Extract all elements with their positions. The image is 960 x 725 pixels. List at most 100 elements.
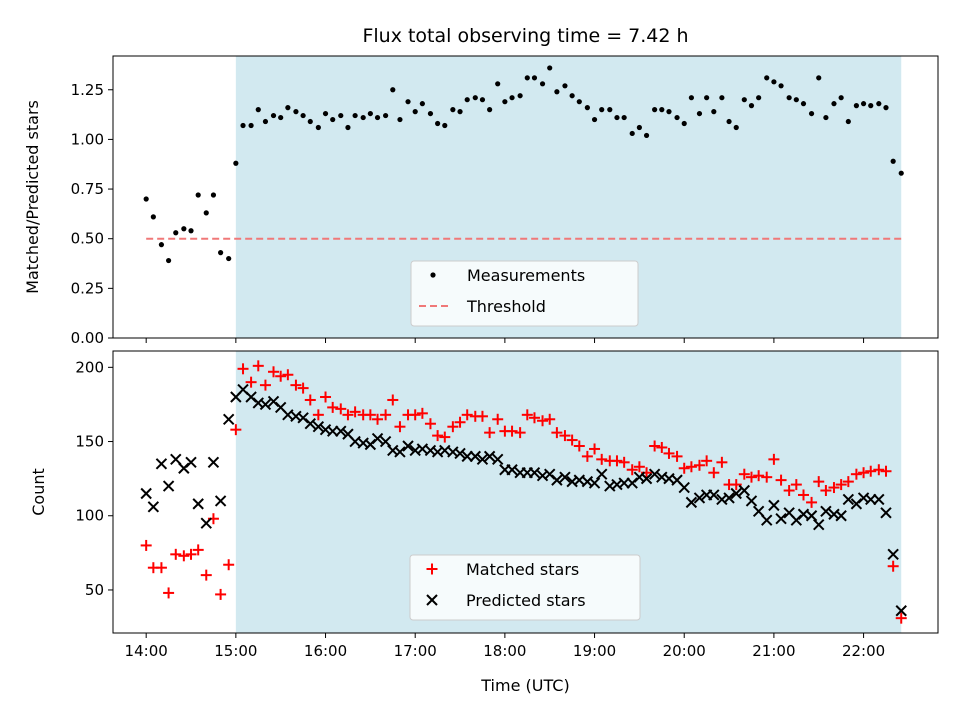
data-point <box>693 459 705 471</box>
data-point <box>831 101 837 107</box>
data-point <box>880 465 892 477</box>
data-point <box>688 95 694 101</box>
data-point <box>185 456 197 469</box>
legend-label-threshold: Threshold <box>466 297 546 316</box>
data-point <box>140 539 152 551</box>
data-point <box>155 458 168 470</box>
data-point <box>461 409 473 421</box>
data-point <box>730 487 742 500</box>
data-point <box>338 112 344 119</box>
data-point <box>509 95 515 101</box>
data-point <box>419 101 425 107</box>
data-point <box>681 120 687 127</box>
data-point <box>738 484 751 497</box>
data-point <box>569 93 575 99</box>
data-point <box>506 425 518 437</box>
data-point <box>823 114 829 121</box>
series-0-points <box>143 65 904 264</box>
y-tick-label: 100 <box>75 507 104 525</box>
data-point <box>537 415 549 427</box>
x-tick-label: 22:00 <box>842 642 885 660</box>
data-point <box>652 107 658 113</box>
panel-counts: 50 100 150 200 14:00 15:00 16:00 17:00 18:00 19:0… <box>29 350 939 695</box>
data-point <box>200 517 212 529</box>
data-point <box>539 81 546 87</box>
data-point <box>405 99 411 105</box>
data-point <box>275 370 287 382</box>
data-point <box>147 501 160 513</box>
legend-box-bottom <box>409 554 641 621</box>
axes-top: 0.00 0.25 0.50 0.75 1.00 1.25 <box>71 81 865 347</box>
data-point <box>741 97 747 103</box>
data-point <box>409 409 421 421</box>
data-point <box>237 363 249 375</box>
data-point <box>701 455 713 467</box>
data-point <box>696 110 703 117</box>
x-tick-label: 14:00 <box>125 642 168 660</box>
data-point <box>394 421 406 433</box>
data-point <box>387 394 399 406</box>
axes-bottom: 50 100 150 200 14:00 15:00 16:00 17:00 18:00 19:0… <box>75 358 885 660</box>
data-point <box>307 118 313 125</box>
data-point <box>860 101 867 107</box>
data-point <box>764 75 770 81</box>
data-point <box>786 95 792 101</box>
data-point <box>551 474 563 486</box>
data-point <box>842 493 855 506</box>
data-point <box>464 97 470 103</box>
data-point <box>170 453 182 466</box>
y-tick-label: 150 <box>75 433 104 451</box>
data-point <box>230 424 242 436</box>
data-point <box>162 480 175 492</box>
data-point <box>514 427 526 439</box>
data-point <box>371 432 384 445</box>
data-point <box>259 398 272 411</box>
data-point <box>633 461 645 473</box>
data-point <box>268 366 280 378</box>
data-point <box>663 447 675 459</box>
data-point <box>412 109 418 115</box>
data-point <box>820 485 832 497</box>
data-point <box>222 413 235 425</box>
data-point <box>745 495 758 507</box>
data-point <box>768 499 780 512</box>
data-point <box>364 409 376 421</box>
data-point <box>454 416 466 428</box>
y-tick-label: 0.25 <box>71 279 104 297</box>
y-tick-label: 200 <box>75 358 104 376</box>
data-point <box>648 468 661 480</box>
data-point <box>416 407 428 419</box>
data-point <box>544 413 556 425</box>
data-point <box>678 462 690 474</box>
data-point <box>300 112 306 119</box>
data-point <box>790 479 802 491</box>
legend-top: Measurements Threshold <box>410 260 639 327</box>
data-point <box>195 192 201 198</box>
data-point <box>252 360 264 372</box>
y-axis-label-top: Matched/Predicted stars <box>23 100 42 294</box>
data-point <box>181 226 187 232</box>
data-point <box>439 431 451 443</box>
data-point <box>813 518 825 531</box>
data-point <box>876 101 882 107</box>
data-point <box>842 476 854 488</box>
data-point <box>596 453 608 465</box>
data-point <box>716 456 728 468</box>
data-point <box>614 114 620 121</box>
data-point <box>203 210 209 216</box>
data-point <box>591 116 598 123</box>
data-point <box>158 242 165 248</box>
data-point <box>469 450 481 463</box>
data-point <box>487 107 493 113</box>
legend-glyph <box>426 594 438 606</box>
data-point <box>531 75 538 81</box>
data-point <box>678 481 690 494</box>
chart-title: Flux total observing time = 7.42 h <box>362 25 688 47</box>
data-point <box>649 440 661 452</box>
data-point <box>890 158 896 164</box>
data-point <box>315 124 321 131</box>
data-point <box>320 391 332 403</box>
legend-marker-matched <box>426 563 438 575</box>
data-point <box>576 99 582 105</box>
data-point <box>566 434 578 446</box>
